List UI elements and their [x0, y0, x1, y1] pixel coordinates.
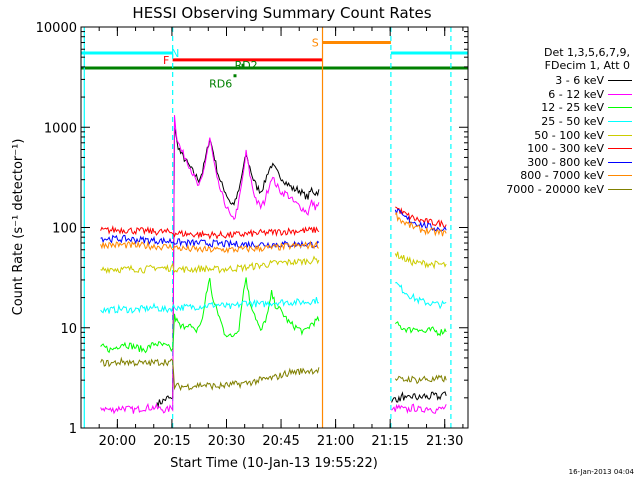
legend-swatch: [608, 161, 632, 163]
x-tick-label: 20:30: [208, 434, 245, 449]
annotation-label: RD2: [235, 59, 258, 72]
legend-entry-label: 25 - 50 keV: [541, 115, 604, 129]
legend-entry: 6 - 12 keV: [500, 88, 640, 102]
legend-swatch: [608, 189, 632, 191]
annotation-point: [233, 74, 237, 78]
generated-timestamp: 16-Jan-2013 04:04: [568, 468, 634, 476]
chart-title: HESSI Observing Summary Count Rates: [132, 4, 431, 22]
series-line: [156, 127, 447, 408]
legend-entry: 50 - 100 keV: [500, 128, 640, 142]
legend-swatch: [608, 93, 632, 95]
legend-entry: 12 - 25 keV: [500, 101, 640, 115]
legend-entry: 25 - 50 keV: [500, 115, 640, 129]
legend-entry-label: 100 - 300 keV: [527, 142, 604, 156]
legend-entry: 100 - 300 keV: [500, 142, 640, 156]
vertical-marker-layer: [83, 27, 452, 428]
legend-header-line-1: Det 1,3,5,6,7,9,: [543, 46, 630, 59]
annotation-label: F: [163, 54, 169, 67]
legend-header-line-2: FDecim 1, Att 0: [544, 59, 630, 72]
series-line: [100, 356, 447, 392]
y-tick-label: 1: [69, 422, 77, 437]
x-axis-label: Start Time (10-Jan-13 19:55:22): [170, 456, 378, 471]
legend-swatch: [608, 80, 632, 82]
x-tick-label: 21:30: [426, 434, 463, 449]
legend-swatch: [608, 148, 632, 150]
legend-swatch: [608, 134, 632, 136]
legend-entry-label: 12 - 25 keV: [541, 101, 604, 115]
series-line: [100, 115, 447, 415]
series-line: [100, 208, 447, 249]
y-axis-label: Count Rate (s⁻¹ detector⁻¹): [11, 139, 26, 316]
legend-entries: 3 - 6 keV 6 - 12 keV 12 - 25 keV 25 - 50 ke…: [500, 74, 640, 196]
legend: Det 1,3,5,6,7,9, FDecim 1, Att 0 3 - 6 k…: [500, 46, 640, 196]
legend-entry-label: 50 - 100 keV: [534, 128, 604, 142]
series-line: [100, 211, 447, 254]
series-layer: [100, 115, 447, 415]
legend-entry-label: 3 - 6 keV: [555, 74, 604, 88]
series-line: [100, 251, 447, 275]
legend-entry-label: 6 - 12 keV: [548, 87, 604, 101]
y-tick-label: 10000: [36, 21, 77, 36]
series-line: [100, 206, 447, 240]
legend-entry-label: 7000 - 20000 keV: [506, 183, 604, 197]
annotation-label: RD6: [209, 77, 232, 90]
legend-entry-label: 300 - 800 keV: [527, 155, 604, 169]
x-tick-label: 20:15: [153, 434, 190, 449]
x-tick-label: 20:45: [262, 434, 299, 449]
legend-entry: 7000 - 20000 keV: [500, 183, 640, 197]
y-tick-label: 100: [52, 222, 77, 237]
annotation-point: [241, 63, 245, 67]
annotation-label: N: [171, 47, 179, 60]
series-line: [100, 281, 447, 314]
legend-swatch: [608, 121, 632, 123]
annotation-label: S: [312, 37, 319, 50]
axes-layer: 1 10 100 1000 10000 20:00 20:15 20:30 20:45 21:00…: [36, 21, 468, 449]
x-tick-label: 21:15: [371, 434, 408, 449]
legend-swatch: [608, 107, 632, 109]
legend-entry: 800 - 7000 keV: [500, 169, 640, 183]
y-tick-label: 10: [60, 322, 77, 337]
y-tick-label: 1000: [44, 121, 77, 136]
legend-entry-label: 800 - 7000 keV: [520, 169, 604, 183]
x-tick-label: 21:00: [317, 434, 354, 449]
series-line: [100, 277, 447, 354]
legend-entry: 3 - 6 keV: [500, 74, 640, 88]
legend-entry: 300 - 800 keV: [500, 156, 640, 170]
x-tick-label: 20:00: [99, 434, 136, 449]
legend-swatch: [608, 175, 632, 177]
